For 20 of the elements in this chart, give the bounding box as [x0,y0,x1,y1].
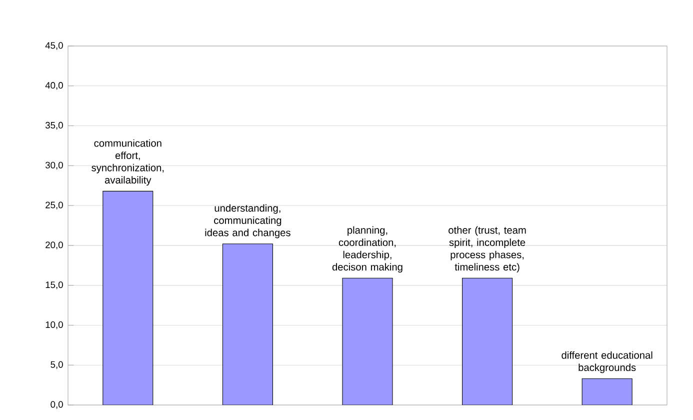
bar [222,244,273,405]
bar [582,378,632,405]
bar [342,278,393,405]
y-tick-label: 30,0 [45,162,63,170]
x-tick-label: planning, coordination, leadership, decison making [332,226,402,273]
y-tick-label: 25,0 [46,202,63,210]
y-tick-label: 35,0 [45,122,63,130]
y-tick-label: 20,0 [46,242,63,250]
y-tick-label: 40,0 [45,82,63,90]
x-tick-label: other (trust, team spirit, incomplete process phases, timeliness etc) [448,226,526,273]
y-tick-label: 15,0 [46,281,63,290]
bar [102,190,154,405]
y-tick-label: 45,0 [45,42,63,50]
y-tick-label: 5,0 [50,361,63,369]
y-tick-label: 10,0 [46,321,63,330]
x-tick-label: communication effort, synchronization, availability [92,139,164,186]
x-tick-label: different educational backgrounds [562,351,652,374]
x-tick-label: understanding, communicating ideas and changes [205,204,290,238]
y-tick-label: 0,0 [50,401,63,409]
bar [462,278,513,405]
